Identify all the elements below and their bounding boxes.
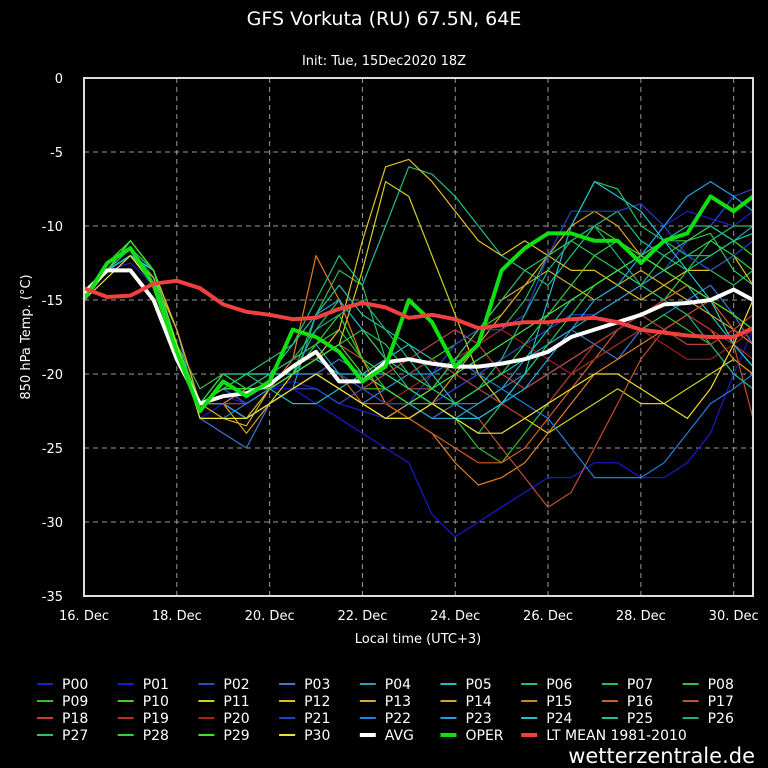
legend-item[interactable]: P20 <box>198 711 250 727</box>
legend-item[interactable]: P24 <box>521 711 573 727</box>
legend-item[interactable]: P22 <box>359 711 411 727</box>
y-axis-ticks: 0 -5 -10 -15 -20 -25 -30 -35 <box>42 72 63 605</box>
legend-label: P19 <box>143 711 169 727</box>
legend-item[interactable]: P04 <box>359 677 411 693</box>
legend-item[interactable]: P18 <box>37 711 88 727</box>
legend-item[interactable]: P05 <box>440 677 492 693</box>
legend-label: P14 <box>466 694 492 710</box>
legend-label: P16 <box>627 694 653 710</box>
legend-item[interactable]: P27 <box>37 728 88 744</box>
legend-item[interactable]: OPER <box>440 728 504 744</box>
legend-label: P12 <box>304 694 330 710</box>
legend-label: P03 <box>304 677 330 693</box>
legend-label: P22 <box>385 711 411 727</box>
legend-item[interactable]: P19 <box>117 711 169 727</box>
legend-item[interactable]: P25 <box>601 711 653 727</box>
series-group <box>82 158 755 538</box>
series-line-lt-mean-1981-2010 <box>83 278 754 339</box>
legend-label: P11 <box>223 694 249 710</box>
legend-label: P15 <box>546 694 572 710</box>
legend-label: P17 <box>708 694 734 710</box>
chart-title: GFS Vorkuta (RU) 67.5N, 64E <box>247 8 522 30</box>
legend-label: P26 <box>708 711 734 727</box>
y-tick-label: -15 <box>42 294 63 309</box>
chart-subtitle: Init: Tue, 15Dec2020 18Z <box>302 54 466 69</box>
x-tick-label: 22. Dec <box>337 609 387 624</box>
legend-item[interactable]: LT MEAN 1981-2010 <box>521 728 687 744</box>
legend-label: P08 <box>708 677 734 693</box>
x-tick-label: 26. Dec <box>523 609 573 624</box>
legend-item[interactable]: P02 <box>198 677 250 693</box>
legend-item[interactable]: P21 <box>279 711 330 727</box>
x-tick-label: 24. Dec <box>430 609 480 624</box>
x-tick-label: 16. Dec <box>59 609 109 624</box>
legend-item[interactable]: P23 <box>440 711 492 727</box>
legend-label: P21 <box>304 711 330 727</box>
legend-label: P02 <box>223 677 249 693</box>
y-tick-label: -10 <box>42 220 63 235</box>
legend-label: P00 <box>62 677 88 693</box>
y-axis-label: 850 hPa Temp. (°C) <box>19 274 34 399</box>
legend-label: P18 <box>62 711 88 727</box>
legend-item[interactable]: P29 <box>198 728 250 744</box>
y-tick-label: -25 <box>42 442 63 457</box>
plot-border <box>83 77 754 597</box>
legend-item[interactable]: P28 <box>117 728 169 744</box>
legend-item[interactable]: P13 <box>359 694 411 710</box>
plot-background <box>84 78 753 596</box>
legend-label: P28 <box>143 728 169 744</box>
x-tick-label: 18. Dec <box>152 609 202 624</box>
watermark: wetterzentrale.de <box>568 744 755 768</box>
legend-item[interactable]: P15 <box>521 694 572 710</box>
legend-label: OPER <box>466 728 504 744</box>
y-tick-label: -20 <box>42 368 63 383</box>
legend-label: P25 <box>627 711 653 727</box>
legend-item[interactable]: P17 <box>682 694 734 710</box>
legend-label: P10 <box>143 694 169 710</box>
x-tick-label: 20. Dec <box>245 609 295 624</box>
legend-label: P30 <box>304 728 330 744</box>
legend-item[interactable]: P16 <box>601 694 653 710</box>
x-tick-label: 30. Dec <box>709 609 759 624</box>
legend-item[interactable]: P11 <box>198 694 250 710</box>
y-tick-label: -35 <box>42 590 63 605</box>
legend-label: P20 <box>223 711 249 727</box>
legend-label: P04 <box>385 677 411 693</box>
legend-item[interactable]: P10 <box>117 694 169 710</box>
legend-item[interactable]: P07 <box>601 677 653 693</box>
legend-item[interactable]: P26 <box>682 711 734 727</box>
legend-item[interactable]: P30 <box>279 728 330 744</box>
legend-item[interactable]: P06 <box>521 677 573 693</box>
legend-item[interactable]: P14 <box>440 694 492 710</box>
legend-item[interactable]: P01 <box>117 677 169 693</box>
legend-item[interactable]: P12 <box>279 694 330 710</box>
legend-label: P06 <box>546 677 572 693</box>
legend-label: P24 <box>546 711 572 727</box>
legend-label: P07 <box>627 677 653 693</box>
legend-label: P09 <box>62 694 88 710</box>
legend-label: P27 <box>62 728 88 744</box>
legend-label: AVG <box>385 728 414 744</box>
legend-label: LT MEAN 1981-2010 <box>546 728 687 744</box>
legend-label: P05 <box>466 677 492 693</box>
legend-label: P29 <box>223 728 249 744</box>
legend-label: P01 <box>143 677 169 693</box>
legend-label: P23 <box>466 711 492 727</box>
legend-label: P13 <box>385 694 411 710</box>
y-tick-label: -30 <box>42 516 63 531</box>
y-tick-label: -5 <box>50 146 63 161</box>
legend-item[interactable]: P09 <box>37 694 88 710</box>
x-tick-label: 28. Dec <box>616 609 666 624</box>
y-tick-label: 0 <box>55 72 63 87</box>
legend-item[interactable]: P00 <box>37 677 88 693</box>
legend-item[interactable]: AVG <box>359 728 414 744</box>
series-line-oper <box>82 194 755 413</box>
legend-item[interactable]: P08 <box>682 677 734 693</box>
x-axis-ticks: 16. Dec 18. Dec 20. Dec 22. Dec 24. Dec 26. D… <box>59 609 759 624</box>
x-axis-label: Local time (UTC+3) <box>355 632 481 647</box>
legend-item[interactable]: P03 <box>279 677 330 693</box>
